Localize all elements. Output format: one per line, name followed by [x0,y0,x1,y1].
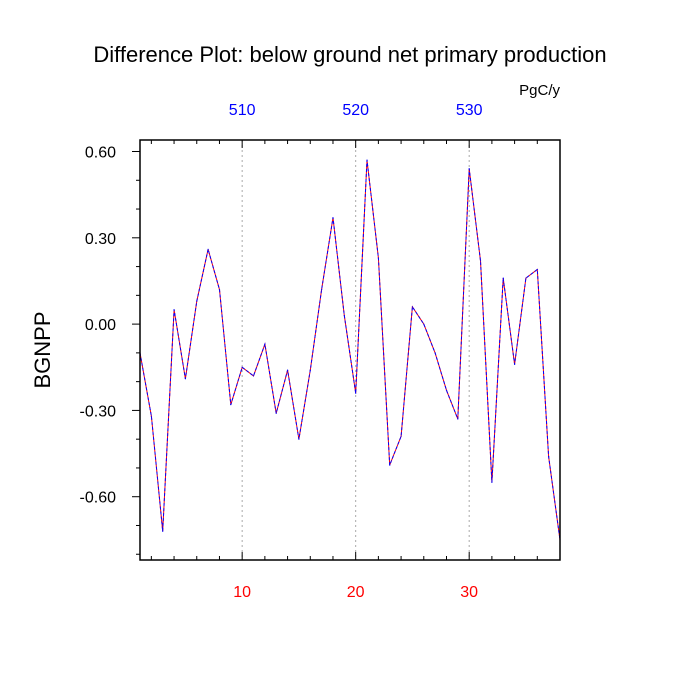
series-line [139,160,561,540]
data-point [525,277,527,279]
data-point [377,257,379,259]
data-point [479,260,482,262]
series-line-overlay [139,160,561,540]
data-point [332,217,334,219]
data-point [173,309,175,311]
x-tick-label-top: 530 [456,102,483,119]
data-point [468,168,470,170]
data-point [434,352,436,354]
data-series [139,159,561,541]
data-point [286,369,289,371]
data-point [400,435,402,437]
data-point [343,314,345,317]
data-point [389,464,391,466]
y-axis-label: BGNPP [30,311,55,388]
data-point [355,392,357,394]
data-point [264,343,266,345]
x-tick-label-bottom: 30 [460,584,478,601]
data-point [196,300,198,302]
data-point [275,412,277,414]
units-label: PgC/y [519,82,560,99]
data-point [548,455,550,458]
data-point [513,363,516,365]
y-tick-label: 0.60 [85,145,116,162]
data-point [230,404,232,406]
data-point [445,389,448,391]
x-tick-label-top: 510 [229,102,256,119]
data-point [502,277,504,279]
data-point [491,481,493,483]
y-tick-label: 0.30 [85,231,116,248]
data-point [298,438,300,440]
chart-title: Difference Plot: below ground net primar… [93,42,606,67]
data-point [184,378,187,380]
data-point [162,530,164,532]
data-point [321,288,323,291]
y-tick-label: -0.60 [80,490,117,507]
y-tick-label: 0.00 [85,317,116,334]
plot-frame [139,139,561,561]
x-tick-label-bottom: 20 [347,584,365,601]
data-point [536,268,538,271]
data-point [207,248,209,250]
x-tick-label-top: 520 [342,102,369,119]
data-point [241,366,243,368]
data-point [150,415,152,417]
grid-lines [241,140,470,560]
x-tick-label-bottom: 10 [233,584,251,601]
data-point [411,306,414,308]
y-tick-label: -0.30 [80,403,117,420]
axis-ticks [132,140,561,560]
data-point [457,418,459,420]
data-point [218,288,221,291]
data-point [423,323,425,325]
data-point [366,159,368,161]
tick-labels: -0.60 -0.30 0.00 0.30 0.60 10 20 30 510 520 530 [80,102,483,601]
data-point [309,369,311,371]
data-point [252,375,255,377]
